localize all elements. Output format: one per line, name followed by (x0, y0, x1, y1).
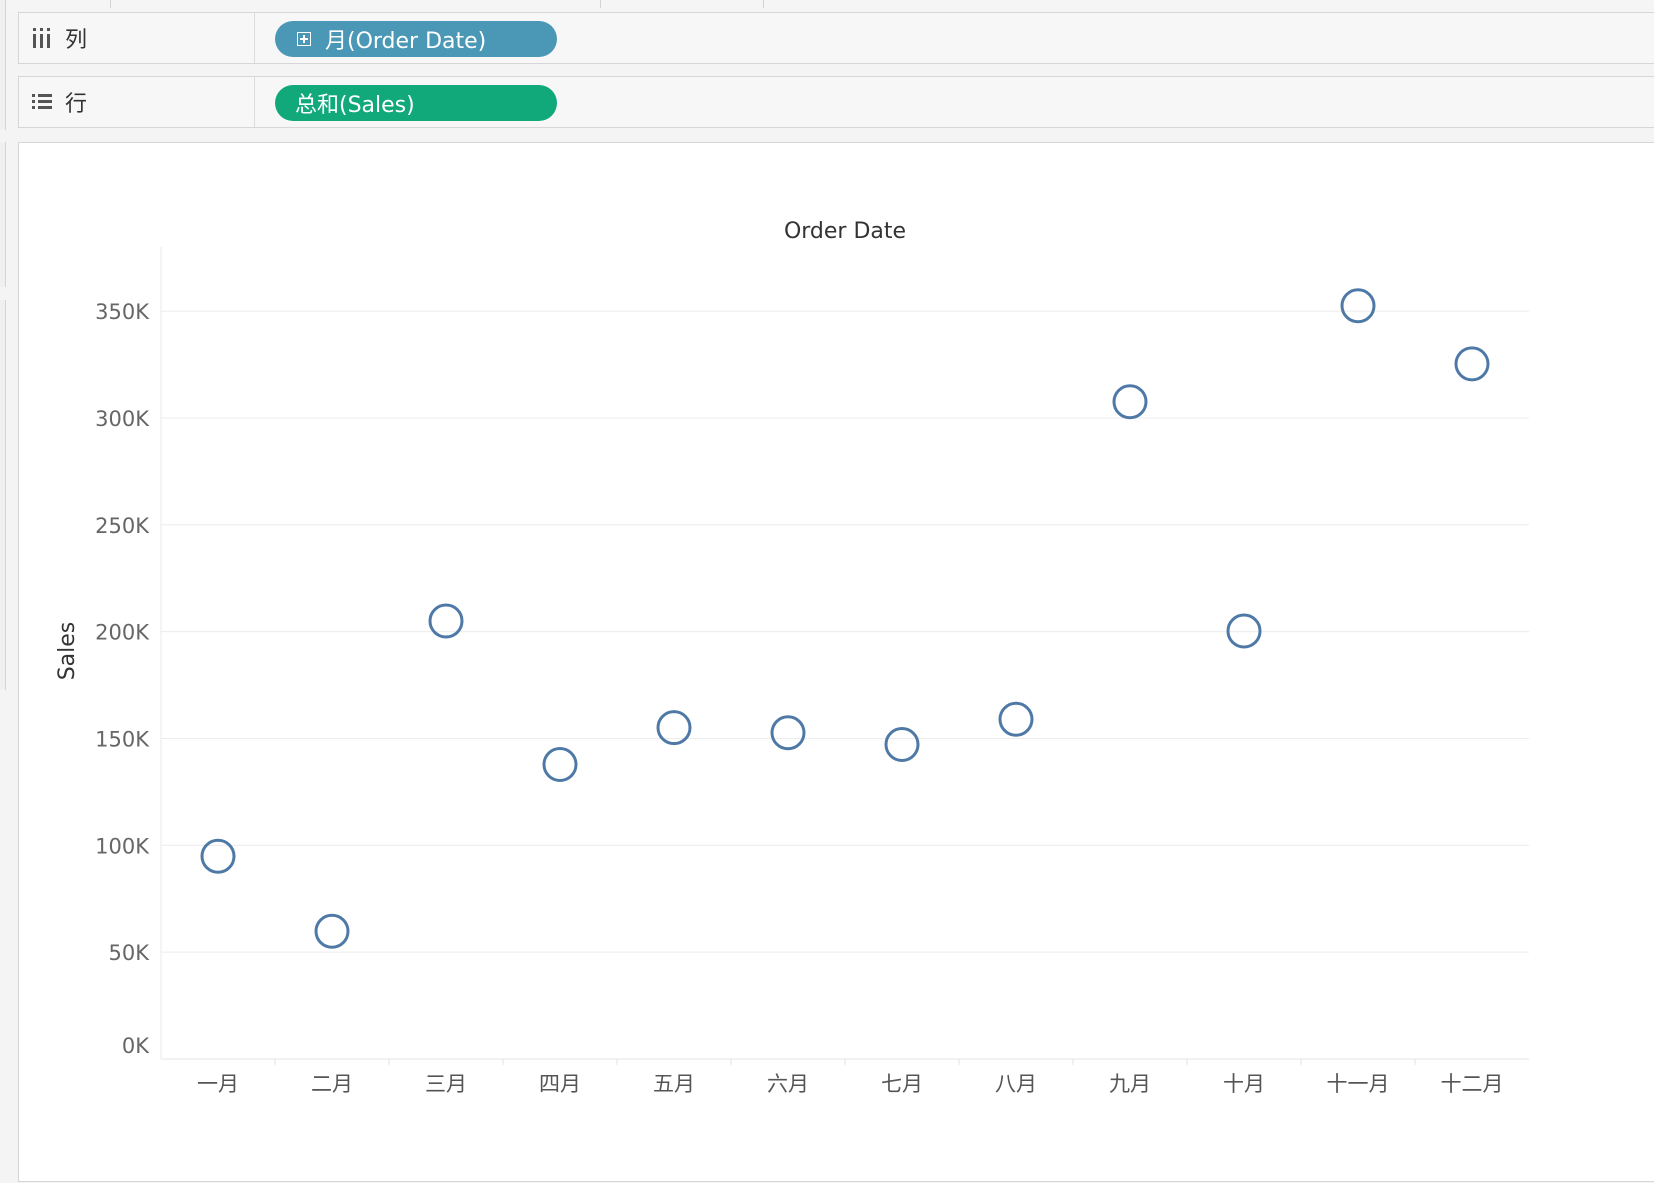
y-tick-label: 0K (122, 1034, 150, 1058)
y-tick-label: 250K (95, 514, 150, 538)
sales-sum-pill-label: 总和(Sales) (295, 93, 415, 118)
data-point[interactable] (770, 715, 806, 751)
rows-shelf[interactable]: 行 总和(Sales) (18, 76, 1654, 128)
x-tick-label: 八月 (995, 1072, 1037, 1096)
left-panel-edge (0, 142, 6, 287)
data-point[interactable] (200, 838, 236, 874)
y-tick-label: 150K (95, 727, 150, 751)
data-point[interactable] (1454, 346, 1490, 382)
columns-icon (31, 27, 53, 49)
order-date-pill[interactable]: 月(Order Date) (275, 21, 557, 57)
left-panel-edge (0, 0, 6, 130)
y-axis-label: Sales (55, 622, 80, 681)
data-point[interactable] (998, 701, 1034, 737)
data-point[interactable] (884, 726, 920, 762)
x-tick-label: 十二月 (1441, 1072, 1504, 1096)
x-tick-label: 一月 (197, 1072, 239, 1096)
x-tick-label: 四月 (539, 1072, 581, 1096)
x-tick-label: 二月 (311, 1072, 353, 1096)
x-tick-label: 五月 (653, 1072, 695, 1096)
columns-shelf[interactable]: 列 月(Order Date) (18, 12, 1654, 64)
data-point[interactable] (1340, 288, 1376, 324)
x-tick-label: 六月 (767, 1072, 809, 1096)
expand-icon[interactable] (297, 32, 311, 46)
data-point[interactable] (428, 603, 464, 639)
y-tick-label: 350K (95, 300, 150, 324)
y-tick-label: 300K (95, 407, 150, 431)
sales-sum-pill[interactable]: 总和(Sales) (275, 85, 557, 121)
x-tick-label: 十一月 (1327, 1072, 1390, 1096)
y-tick-label: 50K (109, 941, 151, 965)
y-tick-label: 200K (95, 621, 150, 645)
x-tick-label: 九月 (1109, 1072, 1151, 1096)
data-point[interactable] (1226, 613, 1262, 649)
left-panel-edge (0, 300, 6, 690)
columns-label: 列 (65, 28, 88, 53)
data-point[interactable] (656, 710, 692, 746)
top-toolbar-strip (0, 0, 1654, 12)
scatter-chart: Order Date Sales 0K 50K 100K 150K 200K 250K 30… (55, 219, 1529, 1096)
columns-shelf-label: 列 (19, 13, 255, 63)
chart-view[interactable]: Order Date Sales 0K 50K 100K 150K 200K 250K 30… (18, 142, 1654, 1182)
y-tick-label: 100K (95, 834, 150, 858)
order-date-pill-label: 月(Order Date) (325, 29, 487, 54)
rows-label: 行 (65, 92, 88, 117)
x-tick-label: 七月 (881, 1072, 923, 1096)
x-tick-label: 十月 (1223, 1072, 1265, 1096)
rows-shelf-label: 行 (19, 77, 255, 127)
data-point[interactable] (314, 913, 350, 949)
data-point[interactable] (1112, 384, 1148, 420)
data-point[interactable] (542, 747, 578, 783)
x-tick-label: 三月 (425, 1072, 467, 1096)
rows-icon (31, 91, 53, 113)
chart-title: Order Date (784, 219, 906, 244)
